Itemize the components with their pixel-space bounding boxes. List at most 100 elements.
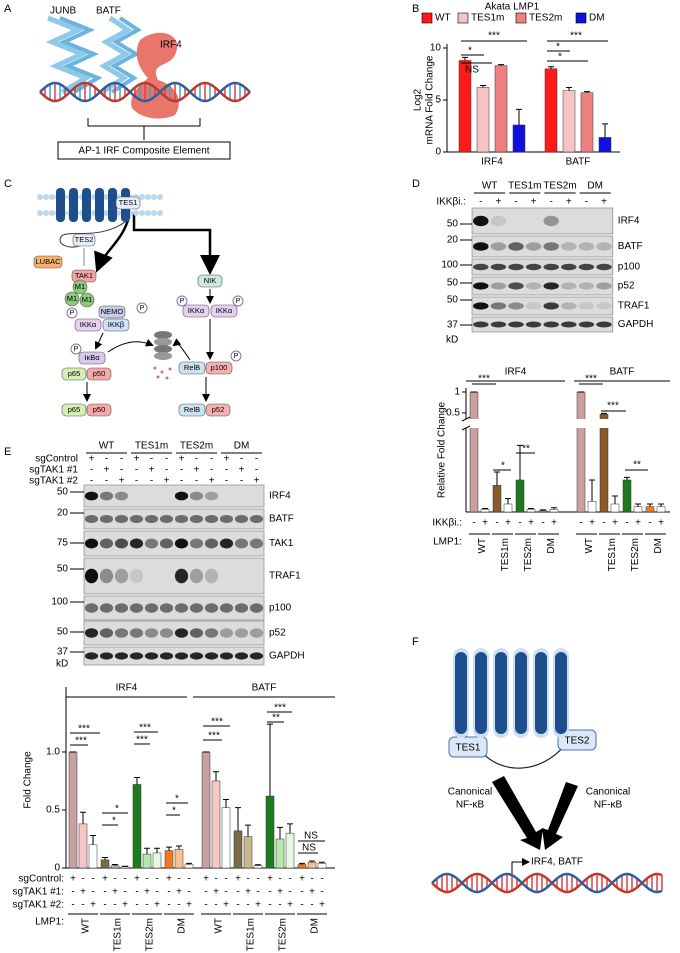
bar <box>512 124 526 153</box>
condition-sign: + <box>277 887 283 898</box>
treatment-sign: - <box>150 476 153 487</box>
condition-sign: - <box>103 900 106 911</box>
band <box>508 242 524 251</box>
protein-label: RelB <box>184 405 200 414</box>
legend-label: TES1m <box>471 13 504 24</box>
significance: * <box>501 461 505 472</box>
condition-sign: - <box>495 518 498 529</box>
phospho-label: P <box>70 310 75 317</box>
treatment-sign: - <box>240 454 243 465</box>
band <box>490 242 507 251</box>
protein-label: IKKα <box>80 320 97 329</box>
condition-sign: - <box>648 518 651 529</box>
mw-marker: 50 <box>447 219 459 230</box>
condition-sign: - <box>256 874 259 885</box>
band <box>508 282 524 290</box>
band <box>84 568 99 584</box>
bar <box>622 479 632 513</box>
condition-sign: - <box>310 874 313 885</box>
condition-sign: + <box>223 900 229 911</box>
protein-label: GAPDH <box>618 319 654 330</box>
treatment-sign: - <box>120 454 123 465</box>
lane-label: TES2m <box>543 181 576 192</box>
arrow <box>172 338 191 361</box>
treatment-sign: - <box>90 465 93 476</box>
mw-marker: 100 <box>441 260 458 271</box>
band <box>159 515 174 523</box>
membrane-helix <box>515 652 527 734</box>
protein-label: p100 <box>211 363 228 372</box>
arrow <box>132 212 220 275</box>
condition-sign: - <box>187 874 190 885</box>
lipid <box>49 210 55 216</box>
membrane-helix <box>108 188 117 222</box>
lipid <box>145 194 151 200</box>
band <box>144 603 159 613</box>
group-label: TES1m <box>113 918 124 951</box>
bar <box>599 413 609 513</box>
treatment-sign: - <box>165 465 168 476</box>
category-label: IRF4 <box>505 367 527 378</box>
condition-sign: - <box>236 900 239 911</box>
mw-marker: 100 <box>51 597 68 608</box>
bar <box>476 87 490 153</box>
condition-sign: - <box>155 887 158 898</box>
treatment-sign: + <box>149 465 155 476</box>
site-label: TES1 <box>455 743 480 754</box>
significance: *** <box>78 724 90 735</box>
condition-sign: - <box>71 900 74 911</box>
condition-sign: - <box>113 900 116 911</box>
condition-sign: + <box>235 874 241 885</box>
lipid <box>103 210 109 216</box>
condition-sign: - <box>579 518 582 529</box>
error-bar <box>462 56 468 61</box>
condition-sign: + <box>70 874 76 885</box>
caption-box <box>57 141 231 160</box>
significance: *** <box>136 735 148 746</box>
mw-marker: 50 <box>57 487 69 498</box>
band <box>99 652 114 660</box>
group-label: TES2m <box>523 538 534 571</box>
condition-sign: + <box>122 900 128 911</box>
band <box>174 628 189 638</box>
band <box>561 242 577 251</box>
bar <box>610 503 620 513</box>
band <box>159 628 174 638</box>
band <box>204 568 219 584</box>
condition-sign: - <box>288 887 291 898</box>
band <box>578 263 595 271</box>
protein <box>86 403 112 417</box>
membrane-helix <box>455 652 467 734</box>
phospho-label: P <box>236 298 241 305</box>
band <box>114 628 129 638</box>
band <box>596 263 612 271</box>
band <box>578 302 595 310</box>
band <box>525 282 542 290</box>
condition-sign: - <box>91 874 94 885</box>
band <box>490 282 507 290</box>
dna <box>39 81 251 103</box>
treatment-sign: - <box>195 476 198 487</box>
condition-sign: + <box>612 518 618 529</box>
treatment-sign: - <box>479 197 482 208</box>
significance: *** <box>75 736 87 747</box>
treatment-sign: + <box>164 476 170 487</box>
band <box>174 568 189 584</box>
strand <box>431 872 663 894</box>
error-bar <box>144 847 150 855</box>
group-row-label: LMP1: <box>433 537 462 548</box>
protein-label: TES2 <box>75 235 94 244</box>
condition-sign: + <box>528 518 534 529</box>
blot-strip <box>471 296 614 316</box>
lipid <box>139 194 145 200</box>
treatment-sign: - <box>225 476 228 487</box>
protein-label: LUBAC <box>35 257 61 266</box>
condition-sign: - <box>214 900 217 911</box>
phospho-circle <box>176 295 188 307</box>
band <box>204 603 219 613</box>
condition-sign: - <box>135 887 138 898</box>
protein-label: IKKα <box>216 306 233 315</box>
group-label: DM <box>653 538 664 554</box>
protein-label: TAK1 <box>269 538 294 549</box>
error-bar <box>647 503 653 507</box>
